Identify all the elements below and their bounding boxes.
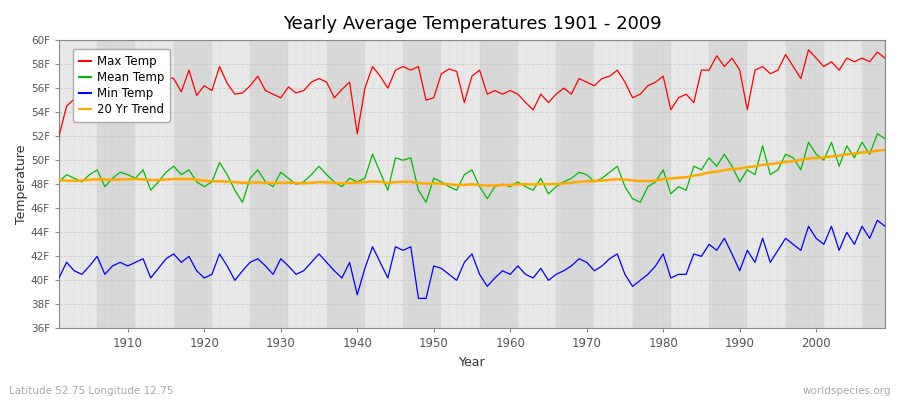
Bar: [633, 40, 670, 328]
Bar: [480, 40, 518, 328]
Bar: [288, 40, 327, 328]
Bar: [441, 40, 480, 328]
Bar: [403, 40, 441, 328]
Bar: [518, 40, 556, 328]
Bar: [786, 40, 824, 328]
Bar: [747, 40, 786, 328]
Bar: [364, 40, 403, 328]
Bar: [327, 40, 364, 328]
Y-axis label: Temperature: Temperature: [15, 144, 28, 224]
Title: Yearly Average Temperatures 1901 - 2009: Yearly Average Temperatures 1901 - 2009: [283, 15, 662, 33]
Text: worldspecies.org: worldspecies.org: [803, 386, 891, 396]
Bar: [97, 40, 135, 328]
Bar: [594, 40, 633, 328]
Bar: [862, 40, 900, 328]
Bar: [709, 40, 747, 328]
Bar: [135, 40, 174, 328]
Bar: [174, 40, 212, 328]
Legend: Max Temp, Mean Temp, Min Temp, 20 Yr Trend: Max Temp, Mean Temp, Min Temp, 20 Yr Tre…: [73, 49, 170, 122]
Bar: [670, 40, 709, 328]
Bar: [556, 40, 594, 328]
Text: Latitude 52.75 Longitude 12.75: Latitude 52.75 Longitude 12.75: [9, 386, 174, 396]
Bar: [824, 40, 862, 328]
X-axis label: Year: Year: [459, 356, 485, 369]
Bar: [250, 40, 288, 328]
Bar: [212, 40, 250, 328]
Bar: [58, 40, 97, 328]
